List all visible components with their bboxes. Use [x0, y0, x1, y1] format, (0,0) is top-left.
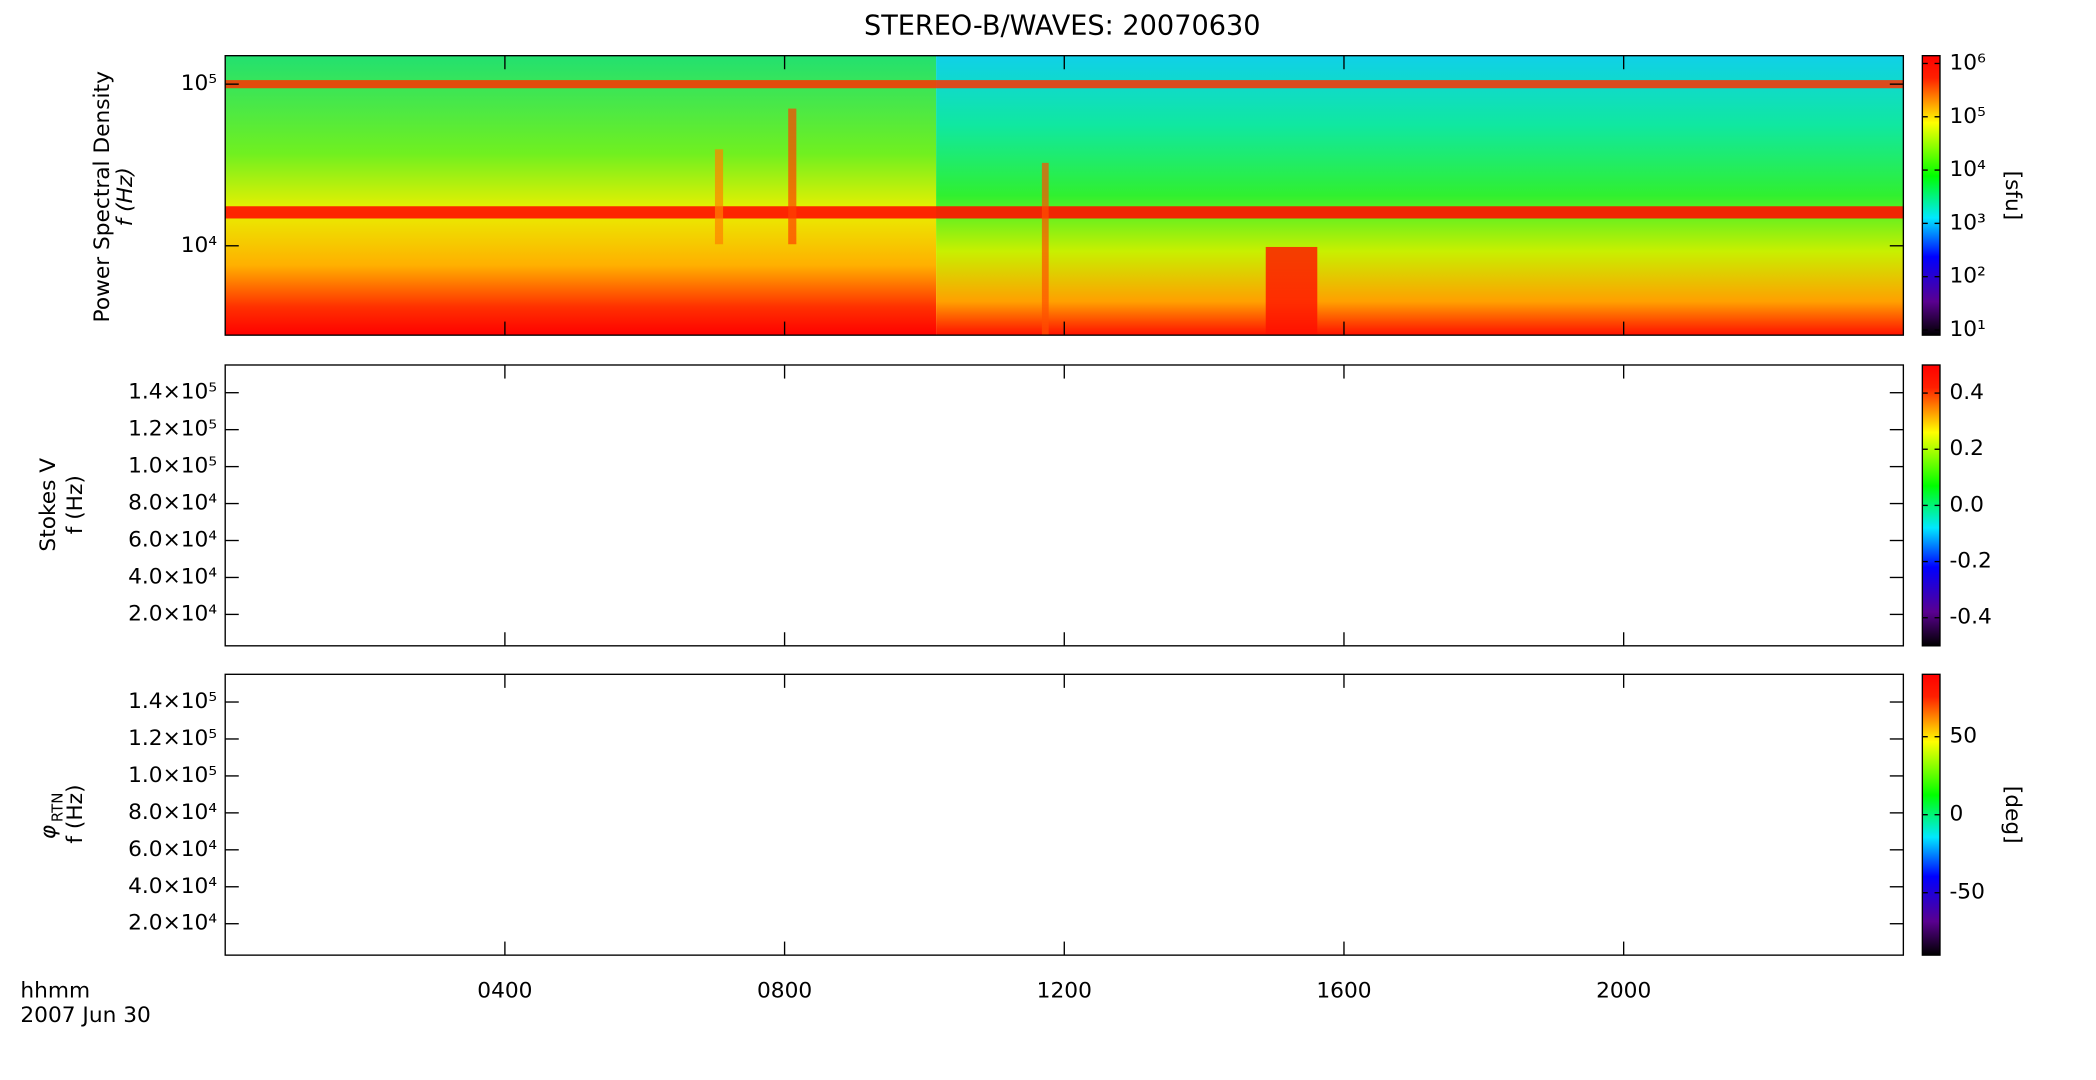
colorbar-tick-label: 0.0: [1949, 492, 1983, 517]
colorbar: [1921, 55, 1941, 336]
y-tick-label: 6.0×10⁴: [128, 837, 217, 862]
colorbar-tick-label: 0: [1949, 802, 1963, 827]
colorbar-tick-label: 10³: [1949, 210, 1985, 235]
colorbar-tick-label: 10⁵: [1949, 104, 1985, 129]
y-axis-label: Power Spectral Density: [90, 71, 115, 323]
x-tick-label: 0800: [757, 979, 812, 1004]
y-tick-label: 8.0×10⁴: [128, 800, 217, 825]
y-tick-label: 8.0×10⁴: [128, 491, 217, 516]
colorbar-label: [deg]: [2000, 786, 2025, 844]
y-tick-label: 6.0×10⁴: [128, 528, 217, 553]
y-axis-unit: f (Hz): [63, 784, 88, 843]
colorbar-tick-label: 10⁴: [1949, 157, 1985, 182]
colorbar-tick-label: 0.2: [1949, 436, 1983, 461]
y-tick-label: 2.0×10⁴: [128, 601, 217, 626]
colorbar-tick-label: 0.4: [1949, 380, 1983, 405]
colorbar-tick-label: 10⁶: [1949, 50, 1985, 75]
y-tick-label: 1.4×10⁵: [128, 380, 217, 405]
colorbar-tick-label: -50: [1949, 880, 1984, 905]
y-axis-unit: f (Hz): [113, 167, 138, 226]
colorbar-label: [sfu]: [2000, 171, 2025, 221]
y-axis-label: Stokes V: [36, 458, 61, 552]
y-tick-label: 1.2×10⁵: [128, 417, 217, 442]
y-tick-label: 4.0×10⁴: [128, 564, 217, 589]
y-tick-label: 1.2×10⁵: [128, 726, 217, 751]
colorbar-tick-label: 50: [1949, 724, 1977, 749]
colorbar-tick-label: -0.2: [1949, 549, 1991, 574]
y-axis-subscript: RTN: [48, 793, 66, 823]
x-axis-date: 2007 Jun 30: [20, 1003, 150, 1028]
y-tick-label: 2.0×10⁴: [128, 911, 217, 936]
y-tick-label: 1.0×10⁵: [128, 763, 217, 788]
colorbar-tick-label: 10²: [1949, 264, 1985, 289]
plot-frame: [224, 673, 1905, 956]
x-tick-label: 2000: [1596, 979, 1651, 1004]
y-axis-label: φ: [36, 824, 61, 839]
x-tick-label: 0400: [477, 979, 532, 1004]
y-tick-label: 1.0×10⁵: [128, 454, 217, 479]
figure-title: STEREO-B/WAVES: 20070630: [864, 11, 1260, 42]
colorbar-tick-label: 10¹: [1949, 317, 1985, 342]
y-tick-label: 1.4×10⁵: [128, 689, 217, 714]
y-axis-unit: f (Hz): [63, 475, 88, 534]
y-tick-label: 10⁴: [181, 233, 217, 258]
colorbar-tick-label: -0.4: [1949, 605, 1991, 630]
plot-frame: [224, 364, 1905, 647]
x-tick-label: 1200: [1037, 979, 1092, 1004]
y-tick-label: 4.0×10⁴: [128, 874, 217, 899]
x-axis-label: hhmm: [20, 979, 90, 1004]
x-tick-label: 1600: [1316, 979, 1371, 1004]
y-tick-label: 10⁵: [181, 71, 217, 96]
spectrogram: [225, 55, 1904, 336]
